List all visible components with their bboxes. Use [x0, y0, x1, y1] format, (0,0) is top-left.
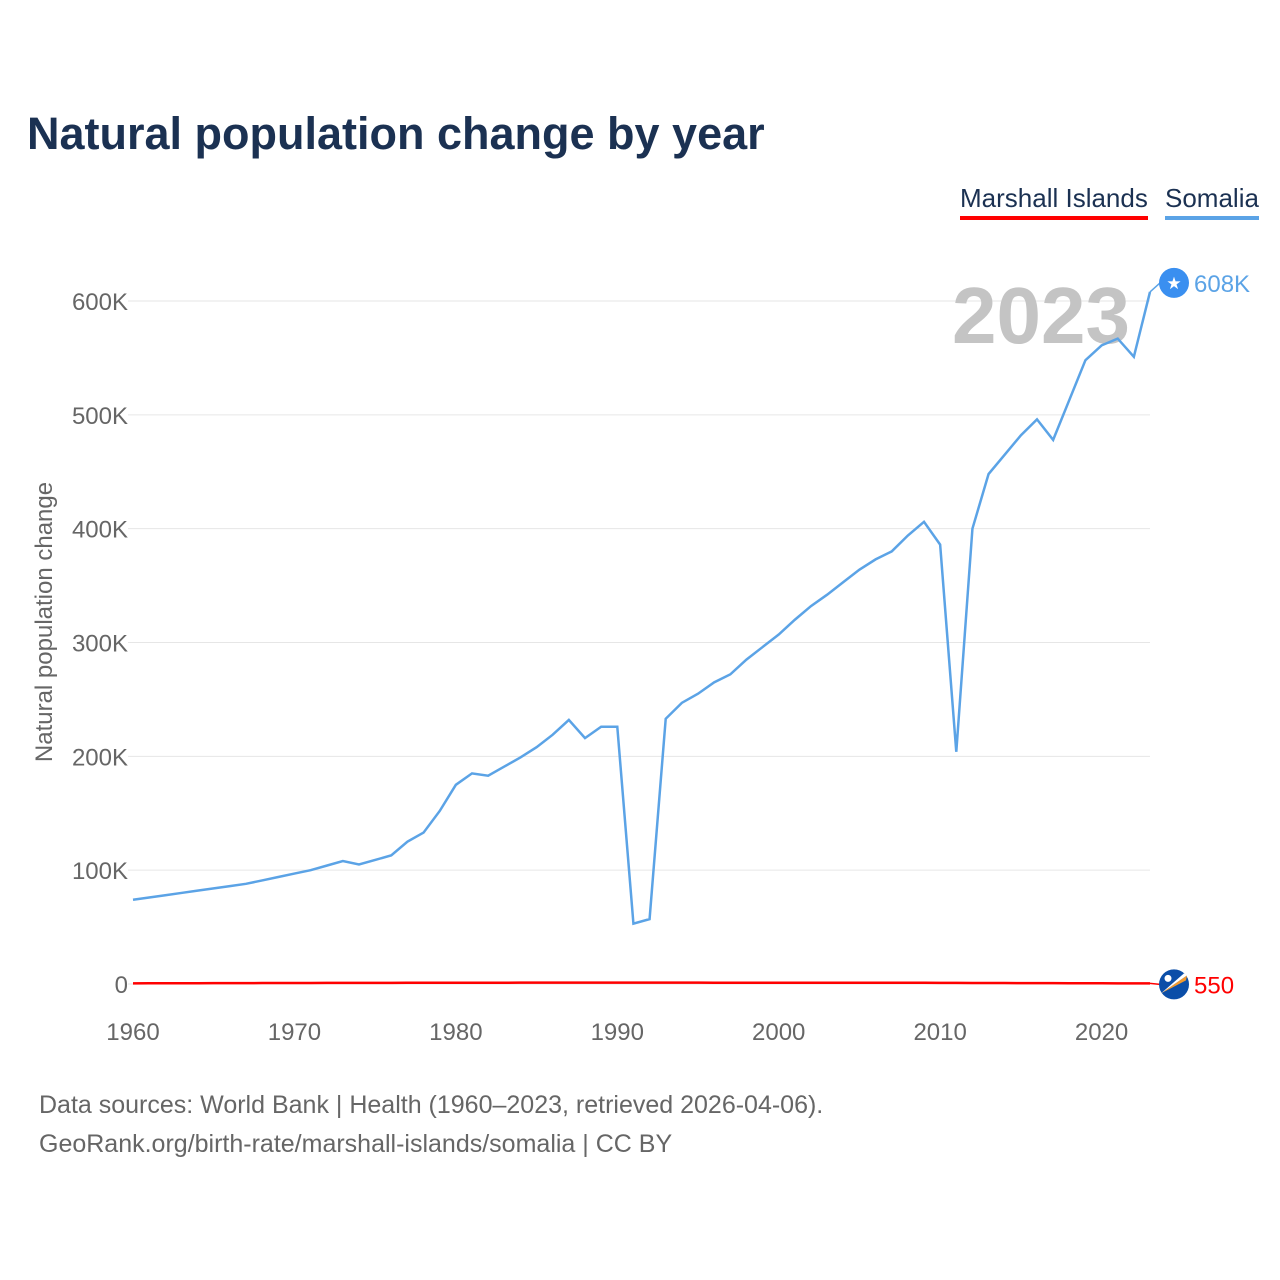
data-sources: Data sources: World Bank | Health (1960–…: [39, 1091, 824, 1119]
source-link[interactable]: GeoRank.org/birth-rate/marshall-islands/…: [39, 1130, 673, 1158]
legend-somalia[interactable]: Somalia: [1165, 183, 1259, 220]
somalia-flag-icon: ★: [1159, 267, 1189, 298]
x-tick-label: 2010: [913, 1019, 966, 1046]
series-line-marshall-islands: [132, 981, 1151, 985]
marshall-islands-flag-icon: [1159, 969, 1189, 1000]
end-connector: [1149, 982, 1161, 986]
y-axis-label: Natural population change: [31, 482, 58, 762]
chart-title: Natural population change by year: [27, 108, 765, 159]
x-tick-label: 1960: [106, 1019, 159, 1046]
x-tick-label: 1970: [268, 1019, 321, 1046]
legend-marshall-islands[interactable]: Marshall Islands: [960, 183, 1148, 220]
y-tick-label: 100K: [72, 858, 128, 885]
end-connector: [1149, 282, 1161, 293]
x-tick-label: 1990: [591, 1019, 644, 1046]
y-tick-label: 400K: [72, 517, 128, 544]
end-value-label: 550: [1194, 972, 1234, 999]
x-tick-label: 1980: [429, 1019, 482, 1046]
footer: Data sources: World Bank | Health (1960–…: [39, 1086, 823, 1164]
year-label: 2023: [952, 271, 1130, 360]
y-tick-label: 0: [115, 972, 128, 999]
end-value-label: 608K: [1194, 271, 1250, 298]
x-tick-label: 2020: [1075, 1019, 1128, 1046]
y-tick-label: 600K: [72, 289, 128, 316]
y-tick-label: 300K: [72, 631, 128, 658]
svg-text:★: ★: [1166, 274, 1181, 293]
series-line-somalia: [132, 291, 1152, 926]
x-tick-label: 2000: [752, 1019, 805, 1046]
y-tick-label: 500K: [72, 403, 128, 430]
y-tick-label: 200K: [72, 744, 128, 771]
